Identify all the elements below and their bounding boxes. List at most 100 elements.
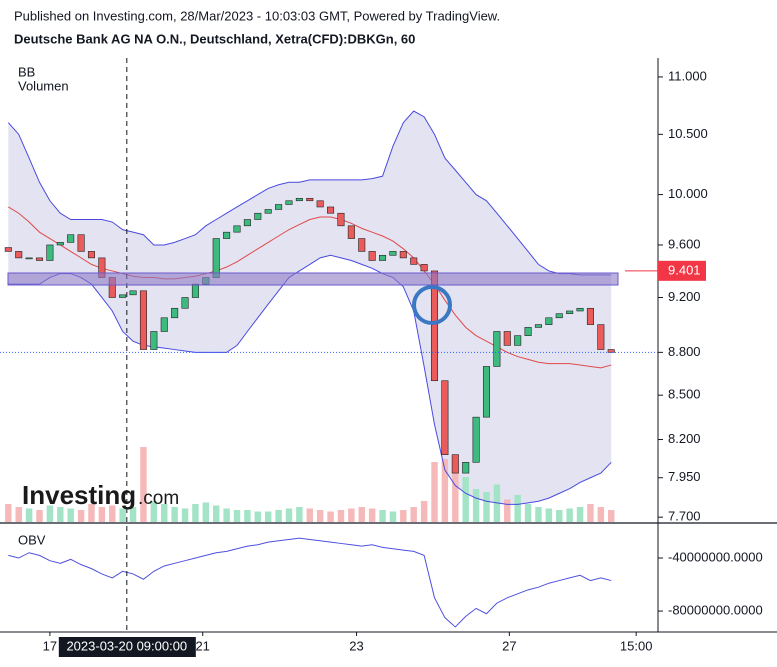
- y-tick-label: 10.000: [668, 186, 708, 201]
- candle-body: [430, 270, 439, 382]
- volume-bar: [98, 507, 106, 522]
- candle-body: [77, 234, 85, 252]
- bb-middle-line: [8, 206, 612, 369]
- volume-bar: [472, 489, 480, 522]
- y-tick-label: 7.700: [668, 509, 701, 524]
- y-tick-label: 9.600: [668, 236, 701, 251]
- volume-bar: [46, 505, 54, 522]
- candle-body: [472, 416, 480, 463]
- candle-body: [420, 264, 428, 272]
- volume-bar: [566, 508, 573, 522]
- volume-bar: [77, 510, 85, 522]
- candle-body: [316, 200, 324, 208]
- crosshair-box: [58, 637, 196, 657]
- y-tick-label: 11.000: [668, 68, 707, 83]
- volume-bar: [514, 495, 521, 522]
- volume-bar: [119, 508, 126, 522]
- volume-bar: [431, 462, 438, 522]
- candle-body: [150, 331, 158, 350]
- volume-bar: [264, 511, 272, 522]
- volume-bar: [504, 499, 511, 522]
- y-tick-label: 8.500: [668, 387, 701, 402]
- candle-body: [139, 290, 147, 350]
- volume-bar: [535, 507, 542, 522]
- candle-body: [451, 454, 459, 474]
- volume-bar: [202, 502, 210, 522]
- volume-bar: [483, 492, 490, 522]
- y-tick-label: 7.950: [668, 469, 701, 484]
- y-tick-label: 8.200: [668, 431, 701, 446]
- volume-bar: [140, 447, 147, 522]
- volume-bar: [441, 459, 449, 522]
- volume-bar: [462, 477, 469, 522]
- candle-body: [576, 307, 584, 312]
- volume-bar: [57, 507, 64, 522]
- candle-body: [368, 251, 376, 261]
- volume-bar: [181, 508, 189, 522]
- candle-body: [358, 238, 366, 252]
- crosshair-label: 2023-03-20 09:00:00: [66, 638, 187, 653]
- volume-bar: [358, 507, 365, 522]
- volume-bar: [410, 507, 417, 522]
- watermark: Investing: [22, 480, 136, 510]
- candle-body: [160, 317, 168, 332]
- volume-bar: [150, 501, 158, 522]
- volume-bar: [608, 510, 615, 522]
- x-tick-label: 23: [349, 638, 363, 653]
- y-tick-label: -40000000.0000: [668, 549, 763, 564]
- candle-body: [441, 380, 449, 455]
- x-tick-label: 15:00: [620, 638, 653, 653]
- candle-body: [503, 331, 511, 346]
- candle-body: [399, 251, 407, 259]
- candle-body: [129, 290, 137, 296]
- volume-bar: [161, 504, 168, 522]
- volume-bar: [306, 508, 313, 522]
- volume-bar: [452, 469, 459, 522]
- x-tick-label: 21: [195, 638, 209, 653]
- volume-bar: [36, 510, 43, 522]
- candle-body: [181, 297, 189, 309]
- price-marker-label: 9.401: [668, 262, 701, 277]
- volume-bar: [327, 511, 334, 522]
- bb-upper-line: [7, 110, 612, 276]
- volume-bar: [576, 507, 584, 522]
- volume-bar: [316, 510, 324, 522]
- candle-body: [607, 349, 615, 353]
- volume-bar: [88, 504, 95, 522]
- candle-body: [295, 197, 303, 202]
- volume-bar: [337, 510, 345, 522]
- volume-bar: [296, 507, 303, 522]
- volume-bar: [129, 507, 137, 522]
- volume-bar: [285, 508, 293, 522]
- bb-area: [8, 111, 612, 505]
- volume-bar: [545, 508, 553, 522]
- candle-body: [35, 257, 44, 261]
- volume-bar: [212, 505, 220, 522]
- candle-body: [285, 200, 293, 205]
- candle-body: [56, 242, 64, 246]
- x-tick-label: 17: [43, 638, 57, 653]
- indicator-label: OBV: [18, 532, 46, 547]
- candle-body: [337, 212, 345, 227]
- x-tick-label: 27: [502, 638, 516, 653]
- candle-body: [233, 225, 241, 233]
- volume-bar: [5, 504, 12, 522]
- volume-bar: [587, 504, 594, 522]
- candle-body: [15, 251, 23, 259]
- candle-body: [597, 324, 605, 350]
- obv-line: [8, 537, 612, 628]
- candle-body: [87, 251, 95, 259]
- watermark: .com: [138, 488, 179, 509]
- header-title: Deutsche Bank AG NA O.N., Deutschland, X…: [14, 31, 415, 46]
- candle-body: [275, 204, 283, 210]
- bb-lower-line: [8, 254, 612, 505]
- volume-bar: [400, 510, 407, 522]
- volume-bar: [348, 508, 355, 522]
- candle-body: [25, 257, 33, 260]
- volume-bar: [233, 510, 241, 522]
- candle-body: [119, 294, 127, 298]
- candle-body: [254, 212, 262, 220]
